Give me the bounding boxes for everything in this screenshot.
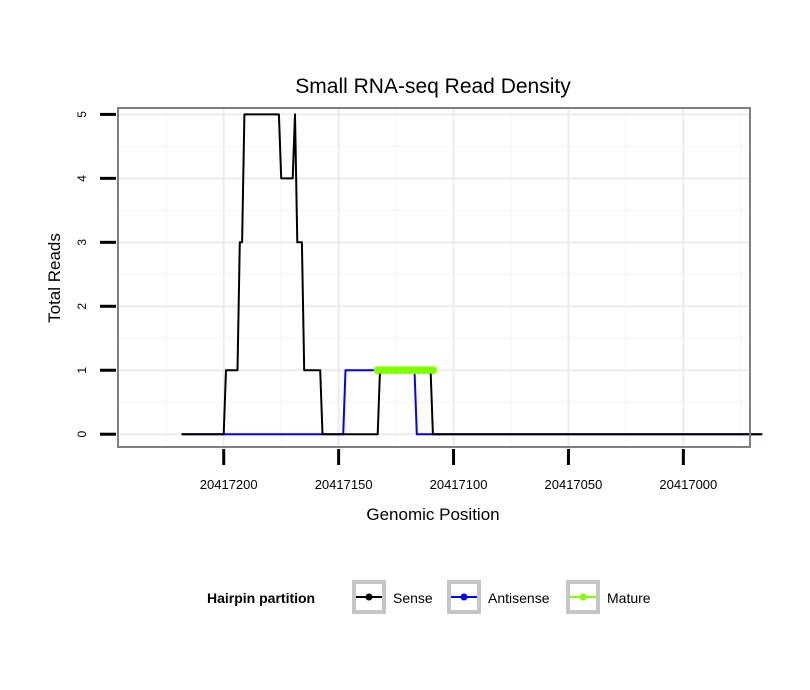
x-axis: 20417200 20417150 20417100 20417050 20417000 [200,449,717,492]
y-tick-label: 0 [75,431,89,438]
legend-key-point [460,593,468,601]
y-tick-label: 5 [75,111,89,118]
legend-label-mature: Mature [607,590,651,606]
y-tick-label: 4 [75,175,89,182]
legend-item-mature: Mature [566,580,651,614]
x-tick-label: 20417150 [315,477,373,492]
x-tick-label: 20417050 [545,477,603,492]
legend-key-point [579,593,587,601]
legend-label-sense: Sense [393,590,433,606]
legend-item-sense: Sense [352,580,433,614]
mature-data-point [428,366,437,375]
legend-key-point [365,593,373,601]
x-tick-label: 20417100 [430,477,488,492]
series-lines [181,113,763,436]
chart-title: Small RNA-seq Read Density [295,75,571,98]
legend: Hairpin partition Sense Antisense Mature [207,580,651,614]
plot-panel-border [117,107,751,448]
legend-title: Hairpin partition [207,590,315,606]
x-axis-title: Genomic Position [366,505,499,524]
legend-label-antisense: Antisense [488,590,550,606]
legend-item-antisense: Antisense [447,580,550,614]
x-tick-label: 20417000 [659,477,717,492]
series-line-sense [181,113,763,436]
y-tick-label: 3 [75,239,89,246]
y-tick-label: 2 [75,303,89,310]
y-axis-title: Total Reads [45,233,64,323]
x-tick-label: 20417200 [200,477,258,492]
y-axis: 0 1 2 3 4 5 [75,111,116,438]
y-tick-label: 1 [75,367,89,374]
